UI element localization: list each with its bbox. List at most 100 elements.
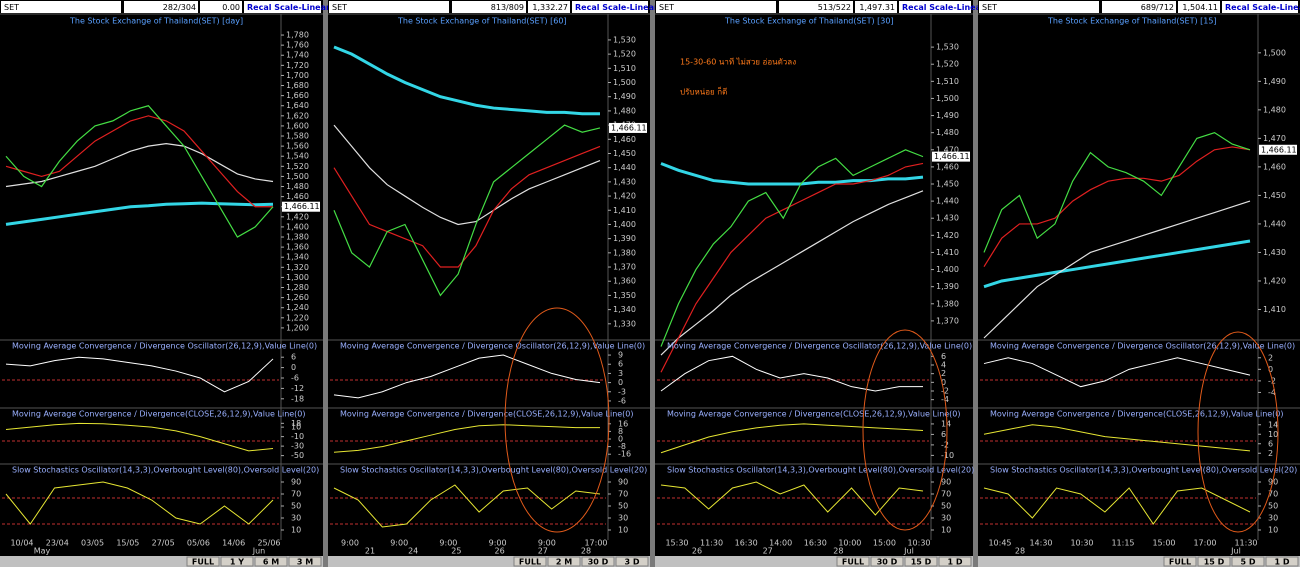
indicator-title: Moving Average Convergence / Divergence(… [12, 410, 306, 419]
y-tick-label: 1,420 [613, 192, 636, 201]
y-tick-label: 1,510 [613, 64, 636, 73]
y-tick-label: 70 [618, 490, 628, 499]
last-price-box [609, 122, 647, 133]
indicator-title: Slow Stochastics Oscillator(14,3,3),Over… [990, 466, 1297, 475]
range-button[interactable] [220, 556, 254, 567]
range-button[interactable] [904, 556, 938, 567]
scale-button-label: Recal Scale-Linear [902, 3, 985, 12]
y-tick-label: 1,350 [613, 291, 636, 300]
y-tick-label: 1,410 [1263, 305, 1286, 314]
y-tick-label: 30 [291, 514, 301, 523]
range-button[interactable] [581, 556, 615, 567]
last-price-label: 1,466.11 [284, 202, 320, 211]
price-line [983, 239, 1251, 289]
chart-panel: SET 689/712 1,504.11 Recal Scale-Linear The … [978, 0, 1300, 567]
range-button[interactable] [938, 556, 972, 567]
y-tick-label: 0 [1268, 365, 1273, 374]
y-tick-label: -4 [1268, 388, 1276, 397]
annotation: 15-30-60 นาที ไม่สวย อ่อนตัวลง [680, 58, 796, 67]
indicator-line [5, 422, 274, 452]
x-tick-label: 10:00 [838, 539, 861, 548]
y-tick-label: 1,490 [613, 92, 636, 101]
indicator-line [5, 481, 274, 525]
x-axis-band [655, 538, 929, 556]
symbol-box[interactable] [329, 1, 449, 13]
indicator-line [660, 481, 924, 516]
y-tick-label: 30 [941, 514, 951, 523]
x-axis-band [0, 538, 279, 556]
range-button[interactable] [1265, 556, 1299, 567]
y-tick-label: 1,330 [613, 319, 636, 328]
scale-button[interactable] [899, 1, 971, 13]
range-button[interactable] [513, 556, 547, 567]
y-tick-label: 1,460 [936, 162, 959, 171]
y-tick-label: 1,700 [286, 71, 309, 80]
price-line [333, 124, 601, 226]
range-button[interactable] [254, 556, 288, 567]
range-button[interactable] [288, 556, 322, 567]
scale-button-label: Recal Scale-Linear [575, 3, 658, 12]
y-tick-label: 50 [291, 502, 301, 511]
range-button[interactable] [1163, 556, 1197, 567]
counter: 513/522 [818, 3, 851, 12]
symbol: SET [4, 3, 19, 12]
price-box [528, 1, 570, 13]
range-button[interactable] [615, 556, 649, 567]
range-button[interactable] [870, 556, 904, 567]
y-tick-label: 1,500 [1263, 48, 1286, 57]
y-tick-label: 14 [1268, 420, 1278, 429]
x-tick-label-secondary: 27 [763, 547, 773, 556]
toolbar [0, 556, 323, 567]
range-button[interactable] [1231, 556, 1265, 567]
counter-box [1102, 1, 1176, 13]
y-tick-label: 90 [618, 478, 628, 487]
symbol-box[interactable] [1, 1, 121, 13]
x-tick-label: 9:00 [390, 539, 408, 548]
range-button[interactable] [836, 556, 870, 567]
last-price-box [282, 201, 320, 212]
y-tick-label: 70 [1268, 490, 1278, 499]
x-tick-label: 15:00 [873, 539, 896, 548]
y-tick-label: 2 [1268, 353, 1273, 362]
y-tick-label: 10 [1268, 430, 1278, 439]
x-tick-label-secondary: Jul [1230, 547, 1241, 556]
y-tick-label: 1,370 [613, 263, 636, 272]
range-button-label: FULL [842, 558, 864, 567]
y-tick-label: 1,400 [613, 220, 636, 229]
scale-button[interactable] [572, 1, 648, 13]
indicator-line [983, 424, 1251, 452]
y-tick-label: 1,460 [286, 192, 309, 201]
y-tick-label: 1,340 [613, 305, 636, 314]
price: 0.00 [222, 3, 240, 12]
y-tick-label: 6 [941, 352, 946, 361]
indicator-title: Slow Stochastics Oscillator(14,3,3),Over… [667, 466, 974, 475]
y-tick-label: 0 [618, 378, 623, 387]
x-tick-label-secondary: Jun [252, 547, 266, 556]
range-button[interactable] [547, 556, 581, 567]
indicator-line [660, 355, 923, 392]
y-tick-label: 1,740 [286, 51, 309, 60]
y-tick-label: 10 [291, 526, 301, 535]
counter-box [452, 1, 526, 13]
range-button[interactable] [1197, 556, 1231, 567]
symbol-box[interactable] [656, 1, 776, 13]
y-tick-label: 14 [941, 419, 951, 428]
scale-button[interactable] [1222, 1, 1298, 13]
y-tick-label: 8 [618, 427, 623, 436]
x-tick-label: 23/04 [46, 539, 69, 548]
x-tick-label: 16:30 [804, 539, 827, 548]
x-tick-label-secondary: 26 [495, 547, 505, 556]
y-tick-label: 1,480 [936, 128, 959, 137]
y-tick-label: 1,430 [936, 214, 959, 223]
price-line [5, 143, 274, 188]
range-button[interactable] [186, 556, 220, 567]
price-line [5, 201, 274, 226]
range-button-label: 5 D [1241, 558, 1256, 567]
y-tick-label: 1,780 [286, 31, 309, 40]
scale-button[interactable] [244, 1, 321, 13]
y-tick-label: 1,430 [1263, 248, 1286, 257]
x-tick-label-secondary: 27 [538, 547, 548, 556]
symbol-box[interactable] [979, 1, 1099, 13]
counter: 813/809 [491, 3, 524, 12]
x-tick-label: 11:30 [1234, 539, 1257, 548]
